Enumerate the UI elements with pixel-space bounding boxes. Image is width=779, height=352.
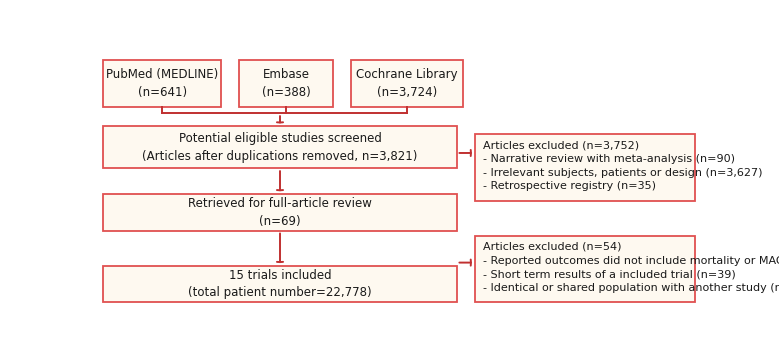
Text: Retrieved for full-article review
(n=69): Retrieved for full-article review (n=69) [188,197,372,227]
FancyBboxPatch shape [104,126,456,168]
Text: Embase
(n=388): Embase (n=388) [262,68,310,99]
FancyBboxPatch shape [104,60,221,107]
Text: 15 trials included
(total patient number=22,778): 15 trials included (total patient number… [189,269,372,300]
FancyBboxPatch shape [474,134,695,201]
FancyBboxPatch shape [104,266,456,302]
Text: Cochrane Library
(n=3,724): Cochrane Library (n=3,724) [356,68,457,99]
FancyBboxPatch shape [239,60,333,107]
Text: Articles excluded (n=3,752)
- Narrative review with meta-analysis (n=90)
- Irrel: Articles excluded (n=3,752) - Narrative … [482,140,762,191]
FancyBboxPatch shape [351,60,463,107]
Text: Potential eligible studies screened
(Articles after duplications removed, n=3,82: Potential eligible studies screened (Art… [143,132,418,163]
FancyBboxPatch shape [104,194,456,231]
Text: PubMed (MEDLINE)
(n=641): PubMed (MEDLINE) (n=641) [106,68,218,99]
Text: Articles excluded (n=54)
- Reported outcomes did not include mortality or MACE (: Articles excluded (n=54) - Reported outc… [482,242,779,293]
FancyBboxPatch shape [474,236,695,302]
